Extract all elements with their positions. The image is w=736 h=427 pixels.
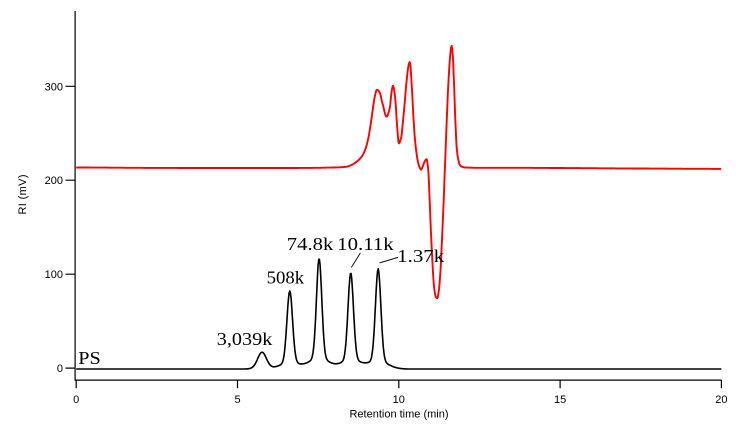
svg-text:Retention time (min): Retention time (min) — [349, 409, 448, 421]
svg-text:1.37k: 1.37k — [397, 246, 444, 266]
svg-text:0: 0 — [73, 394, 79, 406]
svg-text:300: 300 — [45, 81, 63, 93]
svg-text:5: 5 — [234, 394, 240, 406]
svg-text:RI (mV): RI (mV) — [17, 175, 29, 215]
svg-text:200: 200 — [45, 175, 63, 187]
svg-text:15: 15 — [554, 394, 566, 406]
svg-text:10.11k: 10.11k — [337, 234, 394, 254]
svg-text:0: 0 — [57, 363, 63, 375]
svg-text:20: 20 — [715, 394, 727, 406]
svg-text:3,039k: 3,039k — [217, 329, 272, 349]
svg-text:508k: 508k — [267, 268, 305, 288]
svg-text:PS: PS — [78, 348, 101, 368]
svg-text:74.8k: 74.8k — [287, 234, 334, 254]
svg-text:10: 10 — [393, 394, 405, 406]
svg-text:100: 100 — [45, 269, 63, 281]
